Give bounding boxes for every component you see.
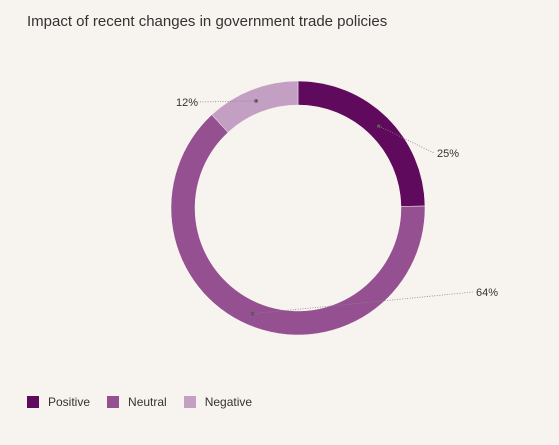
leader-line-neutral (252, 291, 474, 315)
slice-leaders: 25% 64% 12% (176, 97, 498, 316)
donut-slice-negative[interactable] (211, 80, 299, 133)
legend-label-neutral: Neutral (128, 395, 167, 409)
legend-label-negative: Negative (204, 395, 253, 409)
legend: Positive Neutral Negative (27, 395, 252, 409)
legend-swatch-positive (27, 396, 39, 408)
leader-dot-negative (254, 99, 258, 103)
legend-item-negative[interactable]: Negative (183, 395, 253, 409)
legend-item-positive[interactable]: Positive (27, 395, 90, 409)
donut-slice-neutral[interactable] (170, 114, 426, 336)
leader-line-positive (378, 125, 435, 154)
donut-slices (170, 80, 426, 336)
leader-line-negative (197, 100, 257, 103)
legend-swatch-negative (183, 396, 196, 408)
legend-label-positive: Positive (48, 395, 91, 409)
donut-slice-positive[interactable] (297, 80, 426, 207)
slice-label-negative: 12% (176, 97, 198, 109)
slice-label-positive: 25% (437, 148, 459, 160)
chart-title: Impact of recent changes in government t… (27, 13, 388, 30)
slice-label-neutral: 64% (476, 287, 498, 299)
legend-item-neutral[interactable]: Neutral (107, 395, 167, 409)
legend-swatch-neutral (107, 396, 120, 408)
